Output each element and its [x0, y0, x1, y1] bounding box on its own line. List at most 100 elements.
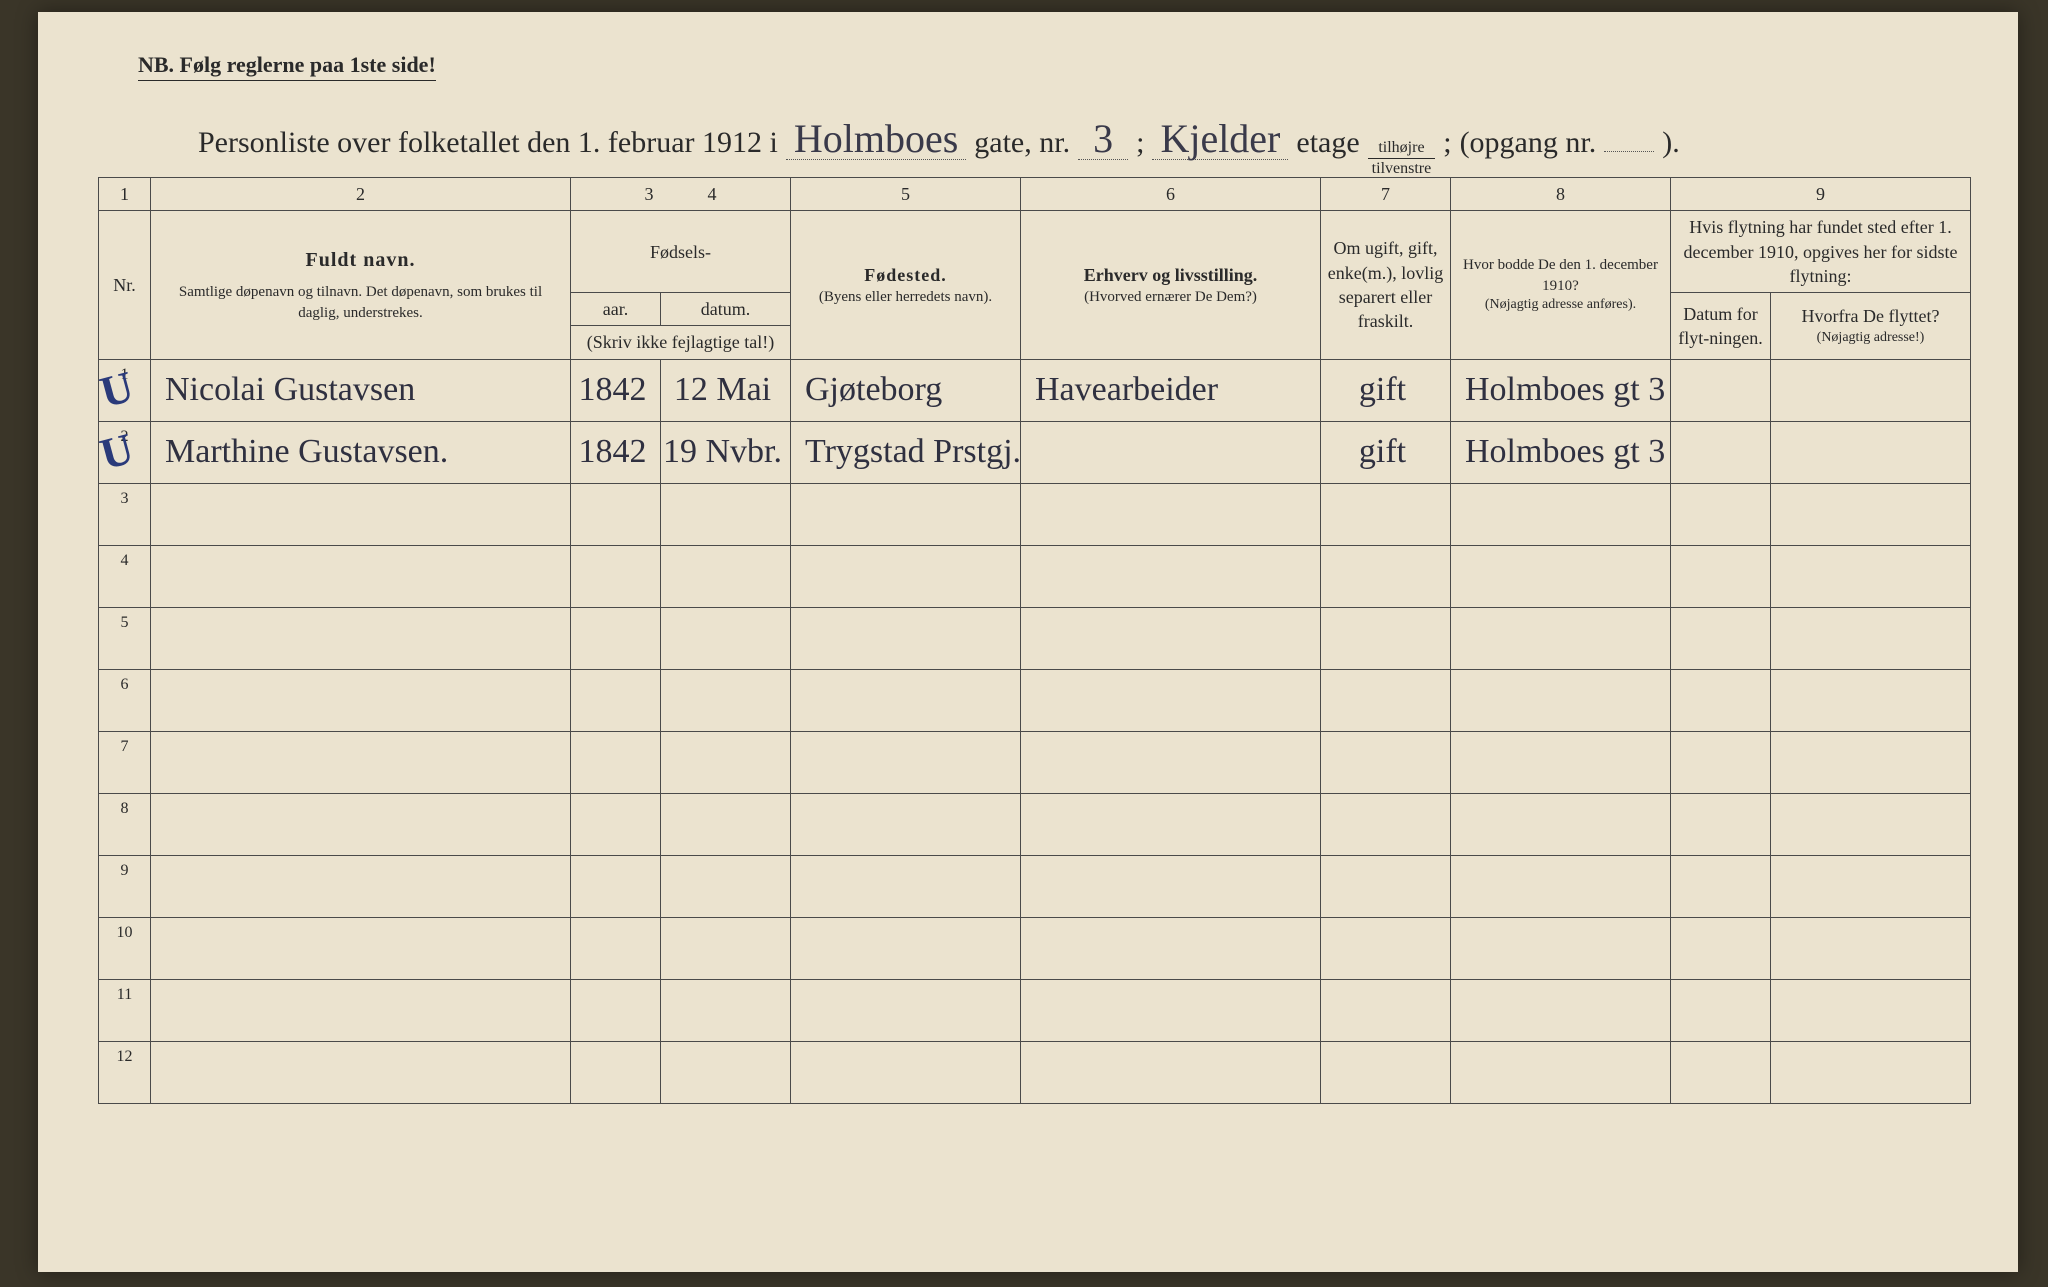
header-row-1: Nr. Fuldt navn. Samtlige døpenavn og til… — [99, 211, 1971, 293]
cell-occupation — [1021, 669, 1321, 731]
hdr-movefrom-sub: (Nøjagtig adresse!) — [1777, 329, 1964, 348]
cell-move-date — [1671, 607, 1771, 669]
hdr-date: datum. — [661, 293, 791, 326]
cell-addr1910 — [1451, 731, 1671, 793]
hdr-name: Fuldt navn. Samtlige døpenavn og tilnavn… — [151, 211, 571, 359]
cell-birthplace: Gjøteborg — [791, 359, 1021, 421]
cell-move-from — [1771, 545, 1971, 607]
opgang-label: (opgang nr. — [1460, 126, 1597, 160]
cell-occupation — [1021, 979, 1321, 1041]
cell-move-from — [1771, 483, 1971, 545]
cell-year — [571, 545, 661, 607]
cell-civil — [1321, 545, 1451, 607]
cell-move-date — [1671, 855, 1771, 917]
opgang-nr-field — [1604, 151, 1654, 152]
row-nr: U1 — [99, 359, 151, 421]
cell-move-from — [1771, 421, 1971, 483]
cell-occupation — [1021, 1041, 1321, 1103]
hdr-nr: Nr. — [99, 211, 151, 359]
cell-move-from — [1771, 731, 1971, 793]
row-nr: 3 — [99, 483, 151, 545]
nb-instruction: NB. Følg reglerne paa 1ste side! — [138, 52, 436, 81]
hdr-addr1910: Hvor bodde De den 1. december 1910? (Nøj… — [1451, 211, 1671, 359]
semicolon: ; — [1136, 126, 1144, 160]
cell-date: 12 Mai — [661, 359, 791, 421]
cell-addr1910: Holmboes gt 3 — [1451, 421, 1671, 483]
row-nr: 4 — [99, 545, 151, 607]
side-fraction: tilhøjre tilvenstre — [1368, 140, 1436, 177]
cell-occupation — [1021, 855, 1321, 917]
cell-name — [151, 669, 571, 731]
hdr-birth-group: Fødsels- — [571, 211, 791, 293]
cell-move-date — [1671, 917, 1771, 979]
cell-addr1910 — [1451, 979, 1671, 1041]
cell-date: 19 Nvbr. — [661, 421, 791, 483]
table-row: 5 — [99, 607, 1971, 669]
census-table: 1 2 3 4 5 6 7 8 9 Nr. Fuldt navn. Samtli… — [98, 177, 1971, 1104]
cell-name — [151, 607, 571, 669]
opgang-close: ). — [1662, 126, 1680, 160]
cell-move-date — [1671, 359, 1771, 421]
cell-occupation — [1021, 483, 1321, 545]
row-nr: 6 — [99, 669, 151, 731]
cell-date — [661, 1041, 791, 1103]
cell-occupation — [1021, 917, 1321, 979]
check-mark: U — [95, 361, 139, 418]
row-nr: 11 — [99, 979, 151, 1041]
title-prefix: Personliste over folketallet den 1. febr… — [198, 126, 778, 160]
colnum-2: 2 — [151, 178, 571, 211]
table-row: U1Nicolai Gustavsen184212 MaiGjøteborgHa… — [99, 359, 1971, 421]
hdr-occupation: Erhverv og livsstilling. (Hvorved ernære… — [1021, 211, 1321, 359]
floor-field: Kjelder — [1152, 119, 1288, 160]
cell-civil — [1321, 669, 1451, 731]
cell-civil — [1321, 917, 1451, 979]
table-row: 9 — [99, 855, 1971, 917]
cell-move-date — [1671, 669, 1771, 731]
cell-move-date — [1671, 421, 1771, 483]
cell-date — [661, 793, 791, 855]
cell-civil: gift — [1321, 359, 1451, 421]
row-nr: U2 — [99, 421, 151, 483]
cell-name — [151, 917, 571, 979]
cell-addr1910 — [1451, 483, 1671, 545]
hdr-civil: Om ugift, gift, enke(m.), lovlig separer… — [1321, 211, 1451, 359]
cell-addr1910 — [1451, 1041, 1671, 1103]
table-row: 8 — [99, 793, 1971, 855]
colnum-1: 1 — [99, 178, 151, 211]
cell-year — [571, 607, 661, 669]
cell-year — [571, 1041, 661, 1103]
hdr-year: aar. — [571, 293, 661, 326]
cell-year — [571, 731, 661, 793]
table-row: U2Marthine Gustavsen.184219 Nvbr.Trygsta… — [99, 421, 1971, 483]
colnum-8: 8 — [1451, 178, 1671, 211]
street-name-field: Holmboes — [786, 119, 966, 160]
cell-move-date — [1671, 793, 1771, 855]
cell-move-from — [1771, 979, 1971, 1041]
cell-occupation — [1021, 545, 1321, 607]
row-nr: 10 — [99, 917, 151, 979]
gate-label: gate, nr. — [974, 126, 1070, 160]
cell-occupation — [1021, 731, 1321, 793]
cell-move-date — [1671, 979, 1771, 1041]
hdr-move-title: Hvis flytning har fundet sted efter 1. d… — [1671, 211, 1971, 293]
cell-birthplace: Trygstad Prstgj. — [791, 421, 1021, 483]
table-row: 12 — [99, 1041, 1971, 1103]
cell-move-date — [1671, 1041, 1771, 1103]
fraction-sep: ; — [1443, 126, 1451, 160]
cell-date — [661, 607, 791, 669]
hdr-addr-sub: (Nøjagtig adresse anføres). — [1457, 296, 1664, 315]
floor-suffix: etage — [1296, 126, 1359, 160]
cell-name: Nicolai Gustavsen — [151, 359, 571, 421]
cell-birthplace — [791, 731, 1021, 793]
hdr-addr-t: Hvor bodde De den 1. december 1910? — [1457, 255, 1664, 296]
cell-civil — [1321, 793, 1451, 855]
hdr-name-strong: Fuldt navn. — [157, 247, 564, 274]
cell-civil — [1321, 1041, 1451, 1103]
cell-civil — [1321, 979, 1451, 1041]
cell-year: 1842 — [571, 421, 661, 483]
cell-year — [571, 855, 661, 917]
table-row: 10 — [99, 917, 1971, 979]
cell-move-from — [1771, 1041, 1971, 1103]
table-body: U1Nicolai Gustavsen184212 MaiGjøteborgHa… — [99, 359, 1971, 1103]
cell-date — [661, 483, 791, 545]
